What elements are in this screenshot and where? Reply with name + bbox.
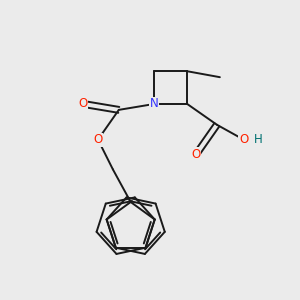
Text: N: N [150,98,159,110]
Text: H: H [254,133,263,146]
Text: O: O [93,133,103,146]
Text: O: O [191,148,201,161]
Text: O: O [79,98,88,110]
Text: O: O [239,133,248,146]
